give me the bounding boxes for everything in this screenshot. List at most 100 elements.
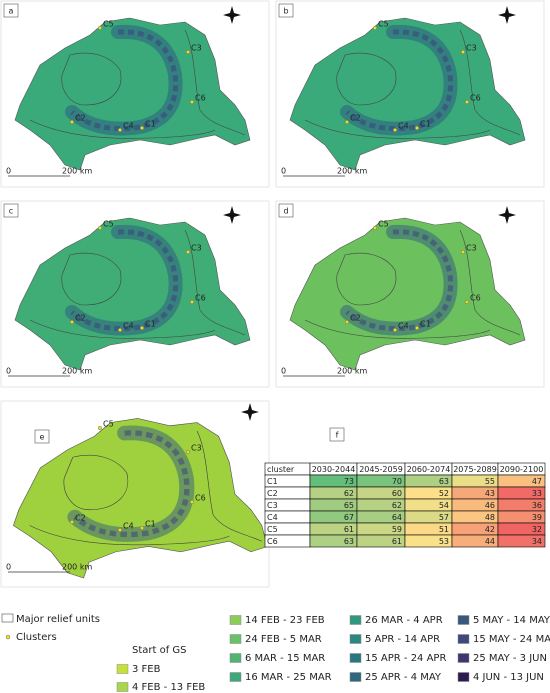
cluster-point [97,226,102,231]
cluster-point [139,325,144,330]
panel-label-box [3,203,19,218]
legend-label: 3 FEB [132,664,161,675]
table-value: 54 [439,501,449,510]
table-value: 67 [344,513,354,522]
relief-swatch [1,613,14,623]
table-value: 62 [344,489,354,498]
table-value: 51 [439,525,449,534]
map-shape [498,206,516,224]
table-value: C4 [267,513,278,522]
cluster-label: C6 [195,494,206,503]
cluster-label: C6 [195,294,206,303]
table-cell [497,534,546,548]
legend-swatch [229,634,242,644]
table-value: 59 [392,525,402,534]
panel-label: d [283,207,288,216]
table-value: 32 [532,525,542,534]
table-value: 62 [392,501,402,510]
map [289,217,526,371]
table-value: 60 [392,489,402,498]
legend-label: Major relief units [16,614,100,625]
map [14,17,251,171]
legend-label: 14 FEB - 23 FEB [245,615,325,626]
cluster-label: C3 [466,244,477,253]
cluster-label: C5 [103,220,114,229]
cluster-point [372,26,377,31]
legend-swatch [457,653,470,663]
legend-label: 4 FEB - 13 FEB [132,682,205,693]
table-header: 2075-2089 [453,465,497,474]
panel-frame [0,200,270,388]
map-shape [223,6,241,24]
cluster-label: C2 [75,514,86,523]
table-value: 44 [485,537,495,546]
scale-end: 200 km [337,367,367,376]
cluster-point [69,319,74,324]
panel-label: e [40,433,45,442]
legend-swatch [116,664,129,674]
table-value: 55 [485,477,495,486]
legend-label: 5 MAY - 14 MAY [473,615,550,626]
table-value: 53 [439,537,449,546]
cluster-point [139,125,144,130]
cluster-label: C5 [378,20,389,29]
scale-start: 0 [6,367,11,376]
cluster-label: C6 [470,94,481,103]
cluster-point [185,450,190,455]
scale-start: 0 [6,563,11,572]
cluster-label: C2 [350,114,361,123]
table-header: 2090-2100 [500,465,544,474]
cluster-label: C3 [191,44,202,53]
cluster-point [414,125,419,130]
cluster-point [460,250,465,255]
legend-label: 5 APR - 14 APR [365,634,440,645]
cluster-point [139,525,144,530]
table-value: C1 [267,477,278,486]
map-shape [14,217,251,371]
table-header: cluster [267,465,295,474]
cluster-point [69,119,74,124]
legend-label: 26 MAR - 4 APR [365,615,443,626]
table-value: C2 [267,489,278,498]
cluster-label: C1 [145,320,156,329]
cluster-point [414,325,419,330]
cluster-label: C1 [145,520,156,529]
panel-label-box [34,429,50,444]
panel-label-box [278,203,294,218]
cluster-point [392,327,397,332]
map-panel: a C1 C2 C3 C4 C5 C6 0 200 km [0,0,270,188]
panel-label-box [278,3,294,18]
legend-label: 16 MAR - 25 MAR [245,672,332,683]
legend-swatch [457,615,470,625]
cluster-label: C6 [195,94,206,103]
panel-label-box [329,427,345,442]
cluster-point [344,119,349,124]
map [12,417,268,579]
map-panel: b C1 C2 C3 C4 C5 C6 0 200 km [275,0,545,188]
scale-start: 0 [281,367,286,376]
map [14,217,251,371]
cluster-swatch [5,634,11,640]
cluster-label: C6 [470,294,481,303]
cluster-label: C2 [75,314,86,323]
cluster-label: C2 [350,314,361,323]
table-value: 34 [532,537,542,546]
legend-swatch [349,653,362,663]
panel-label: c [9,207,13,216]
cluster-point [69,519,74,524]
cluster-point [460,50,465,55]
table-value: 61 [392,537,402,546]
table-value: 46 [485,501,495,510]
cluster-label: C3 [191,444,202,453]
scale-end: 200 km [62,167,92,176]
table-value: 36 [532,501,542,510]
panel-frame [275,200,545,388]
map-shape [498,6,516,24]
cluster-label: C3 [191,244,202,253]
legend-swatch [229,672,242,682]
legend-swatch [349,672,362,682]
legend-swatch [116,682,129,692]
legend-label: 15 MAY - 24 MAY [473,634,550,645]
table-value: 73 [344,477,354,486]
